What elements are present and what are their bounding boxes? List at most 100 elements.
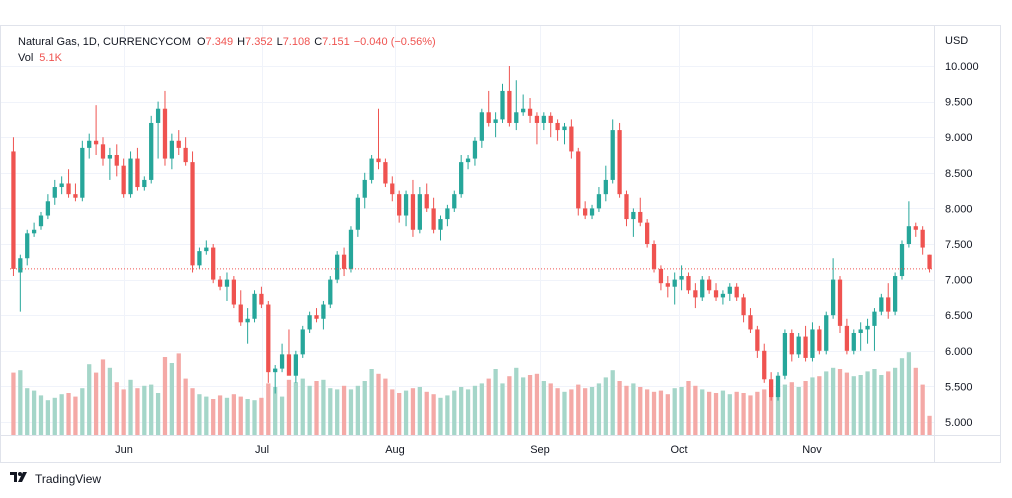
volume-bar [31,390,37,435]
symbol-title[interactable]: Natural Gas, 1D, CURRENCYCOM [18,36,191,48]
candle-body [665,283,670,287]
volume-bar [707,391,712,435]
volume-bar [872,369,877,435]
candle-body [128,158,133,195]
volume-bar [93,372,99,435]
volume-bar [679,387,684,435]
candle-body [651,244,657,269]
candle-body [431,208,436,230]
candle-body [438,219,443,230]
volume-bar [879,375,884,435]
volume-bar [851,376,856,435]
volume-bar [162,357,168,435]
price-axis-label: 6.500 [945,310,973,322]
volume-bar [534,373,540,435]
grid-lines [1,26,934,435]
price-axis-label: 6.000 [945,346,973,358]
candle-body [66,183,71,195]
volume-bar [128,379,133,435]
volume-bar [631,383,636,435]
price-axis[interactable]: 10.000 9.500 9.000 8.500 8.000 7.500 7.000 6.50… [945,61,979,429]
candle-body [782,333,788,376]
volume-bar [211,399,216,435]
tradingview-brand-name: TradingView [35,471,102,486]
price-axis-label: 5.500 [945,381,973,393]
price-axis-label: 7.000 [945,275,973,287]
time-axis[interactable]: Jun Jul Aug Sep Oct Nov [115,444,822,456]
candle-body [114,155,119,166]
candle-body [548,115,553,123]
volume-bar [348,389,354,435]
candle-body [514,112,519,123]
volume-label[interactable]: Vol [18,52,34,64]
volume-bar [286,379,292,435]
candle-body [899,244,905,277]
candle-body [521,108,526,113]
tradingview-branding[interactable]: TradingView [10,471,101,486]
tradingview-logo-icon [10,471,30,486]
candle-body [700,279,705,298]
volume-bar [782,384,788,435]
price-axis-currency: USD [945,35,968,47]
candle-body [245,318,250,323]
candle-body [314,315,319,319]
volume-bar [190,388,195,435]
high-label: H [237,36,246,48]
candle-body [603,179,608,195]
candle-body [617,130,622,195]
volume-bar [176,353,181,435]
volume-bar [700,389,705,435]
candle-body [596,194,602,209]
candle-body [121,165,126,195]
candle-body [803,336,808,358]
change-value: −0.040 (−0.56%) [353,36,436,48]
candle-body [31,229,37,234]
candle-body [755,329,760,351]
volume-bar [245,399,250,435]
candle-body [562,126,567,131]
volume-bar [865,371,870,435]
candle-body [830,279,836,316]
volume-bar [651,391,657,435]
volume-bar [817,376,822,435]
candle-body [768,379,774,398]
volume-bar [100,359,106,435]
candle-body [927,254,932,269]
volume-bar [259,397,264,435]
candle-body [920,229,925,248]
volume-bar [658,390,664,435]
time-axis-label: Jul [255,444,269,456]
close-label: C [314,36,323,48]
price-axis-label: 8.000 [945,203,973,215]
volume-bar [844,372,850,435]
volume-bar [307,385,312,435]
volume-bar [521,377,526,435]
candle-body [872,311,877,326]
volume-bar [479,383,484,435]
volume-bar [397,393,402,435]
volume-bar [541,381,546,435]
candle-body [865,325,870,330]
volume-bar [913,367,918,435]
volume-bar [459,387,464,435]
candle-body [913,226,918,230]
time-axis-label: Nov [802,444,822,456]
candle-body [383,162,388,184]
candle-body [693,290,698,298]
volume-bar [52,397,57,435]
candle-body [610,130,615,180]
volume-bar [197,394,202,435]
candle-body [135,158,140,188]
volume-value: 5.1K [39,52,62,64]
volume-bar [224,397,230,435]
candle-body [576,151,581,209]
price-axis-label: 8.500 [945,168,973,180]
candle-body [459,162,464,195]
volume-bar [66,393,71,435]
volume-bar [403,390,409,435]
volume-bar [824,371,829,435]
candle-body [80,147,85,198]
candle-body [25,233,30,259]
candle-body [397,194,402,216]
